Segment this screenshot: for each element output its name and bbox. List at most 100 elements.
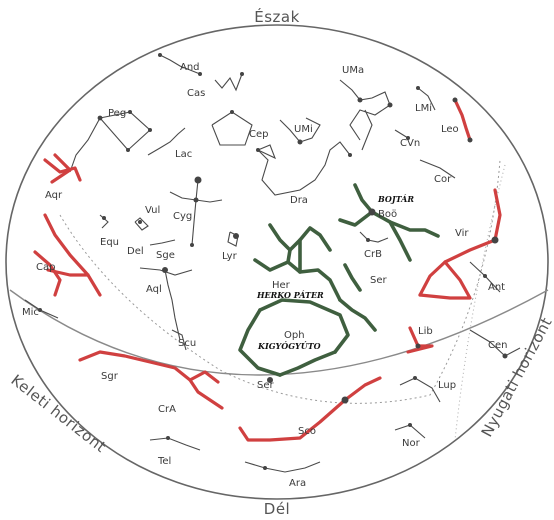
label-umi: UMi xyxy=(294,124,313,135)
label-bojtar: BOJTÁR xyxy=(377,194,414,204)
horizon-line xyxy=(9,289,549,376)
star xyxy=(138,220,142,224)
label-north: Észak xyxy=(254,7,300,26)
label-mic: Mic xyxy=(22,307,39,318)
star xyxy=(38,308,42,312)
red-constellations xyxy=(33,98,502,442)
green-constellations xyxy=(238,183,440,377)
star xyxy=(256,148,260,152)
constellation-lines-crb xyxy=(359,231,389,243)
label-ser-2: Ser xyxy=(257,380,275,391)
constellation-lines-oph-3 xyxy=(278,350,337,377)
constellation-lines-aqr-2 xyxy=(50,153,72,184)
constellation-lines-cap xyxy=(43,213,102,297)
star xyxy=(348,153,352,157)
constellation-lines-vir-2 xyxy=(418,260,472,300)
label-oph: Oph xyxy=(284,330,305,341)
label-lib: Lib xyxy=(418,326,433,337)
label-lac: Lac xyxy=(175,149,192,160)
star xyxy=(406,136,410,140)
label-vul: Vul xyxy=(145,205,160,216)
star xyxy=(415,343,421,349)
constellation-lines-peg-2 xyxy=(69,117,101,173)
constellation-lines-lac xyxy=(147,127,186,156)
label-cap: Cap xyxy=(36,262,55,273)
label-aqr: Aqr xyxy=(45,190,63,201)
label-sgr: Sgr xyxy=(101,371,119,382)
star xyxy=(102,216,106,220)
label-aql: Aql xyxy=(146,284,162,295)
label-cra: CrA xyxy=(158,404,176,415)
constellation-lines-cap-3 xyxy=(46,268,90,277)
constellation-lines-uma-2 xyxy=(361,109,373,151)
star xyxy=(366,238,370,242)
constellation-lines-dra xyxy=(257,141,351,196)
label-cyg: Cyg xyxy=(173,211,192,222)
constellation-lines-lup xyxy=(399,377,441,403)
star xyxy=(368,208,376,216)
star xyxy=(148,128,152,132)
constellation-lines-aql-2 xyxy=(164,269,181,341)
star xyxy=(467,137,473,143)
star xyxy=(387,102,393,108)
constellation-lines-sge xyxy=(149,239,176,246)
constellation-lines-sgr xyxy=(78,350,220,384)
constellation-lines-oph xyxy=(258,298,350,354)
constellation-lines-leo xyxy=(453,98,472,142)
star xyxy=(483,274,487,278)
label-equ: Equ xyxy=(100,237,119,248)
star xyxy=(502,353,508,359)
label-ant: Ant xyxy=(488,282,505,293)
label-uma: UMa xyxy=(342,65,364,76)
label-south: Dél xyxy=(264,500,290,518)
star xyxy=(162,267,168,273)
label-kigyogyuto: KIGYÓGYÚTO xyxy=(257,341,321,351)
constellation-lines-cyg xyxy=(191,179,199,246)
label-east-horizon: Keleti horizont xyxy=(8,371,110,456)
stars xyxy=(38,53,508,470)
label-boo: Boö xyxy=(378,209,397,220)
star xyxy=(416,86,420,90)
star xyxy=(491,236,499,244)
star xyxy=(166,436,170,440)
star xyxy=(233,233,239,239)
label-del: Del xyxy=(127,246,144,257)
star xyxy=(193,197,199,203)
star xyxy=(413,376,417,380)
star xyxy=(194,176,202,184)
label-herko-pater: HERKO PÁTER xyxy=(256,290,324,300)
constellation-lines-cep xyxy=(211,111,253,146)
constellation-lines-lmi xyxy=(417,87,436,111)
constellation-lines-cor xyxy=(419,159,456,179)
label-west-horizon: Nyugati horizont xyxy=(478,314,554,440)
star xyxy=(341,396,349,404)
label-ara: Ara xyxy=(289,478,306,489)
star xyxy=(240,72,244,76)
constellation-lines-sco xyxy=(238,376,382,442)
star xyxy=(97,115,103,121)
star xyxy=(408,423,412,427)
label-and: And xyxy=(180,62,200,73)
label-lmi: LMi xyxy=(415,103,432,114)
constellation-lines-her-3 xyxy=(286,248,292,264)
constellation-lines-scu xyxy=(171,329,187,351)
constellation-lines-cen xyxy=(469,329,521,357)
constellation-lines-boo-3 xyxy=(388,220,412,262)
star xyxy=(158,53,162,57)
label-leo: Leo xyxy=(441,124,459,135)
label-crb: CrB xyxy=(364,249,382,260)
label-her: Her xyxy=(272,280,291,291)
constellation-lines-lib xyxy=(406,326,434,354)
constellation-lines-cvn xyxy=(394,129,409,139)
star xyxy=(128,110,132,114)
label-dra: Dra xyxy=(290,195,308,206)
star xyxy=(452,97,458,103)
label-cep: Cep xyxy=(249,129,268,140)
constellation-lines-tel xyxy=(149,437,201,451)
label-lyr: Lyr xyxy=(222,251,238,262)
gray-constellations xyxy=(24,54,521,473)
constellation-lines-dra-head xyxy=(257,144,277,160)
label-tel: Tel xyxy=(157,456,171,467)
constellation-lines-ser-2 xyxy=(343,263,362,292)
